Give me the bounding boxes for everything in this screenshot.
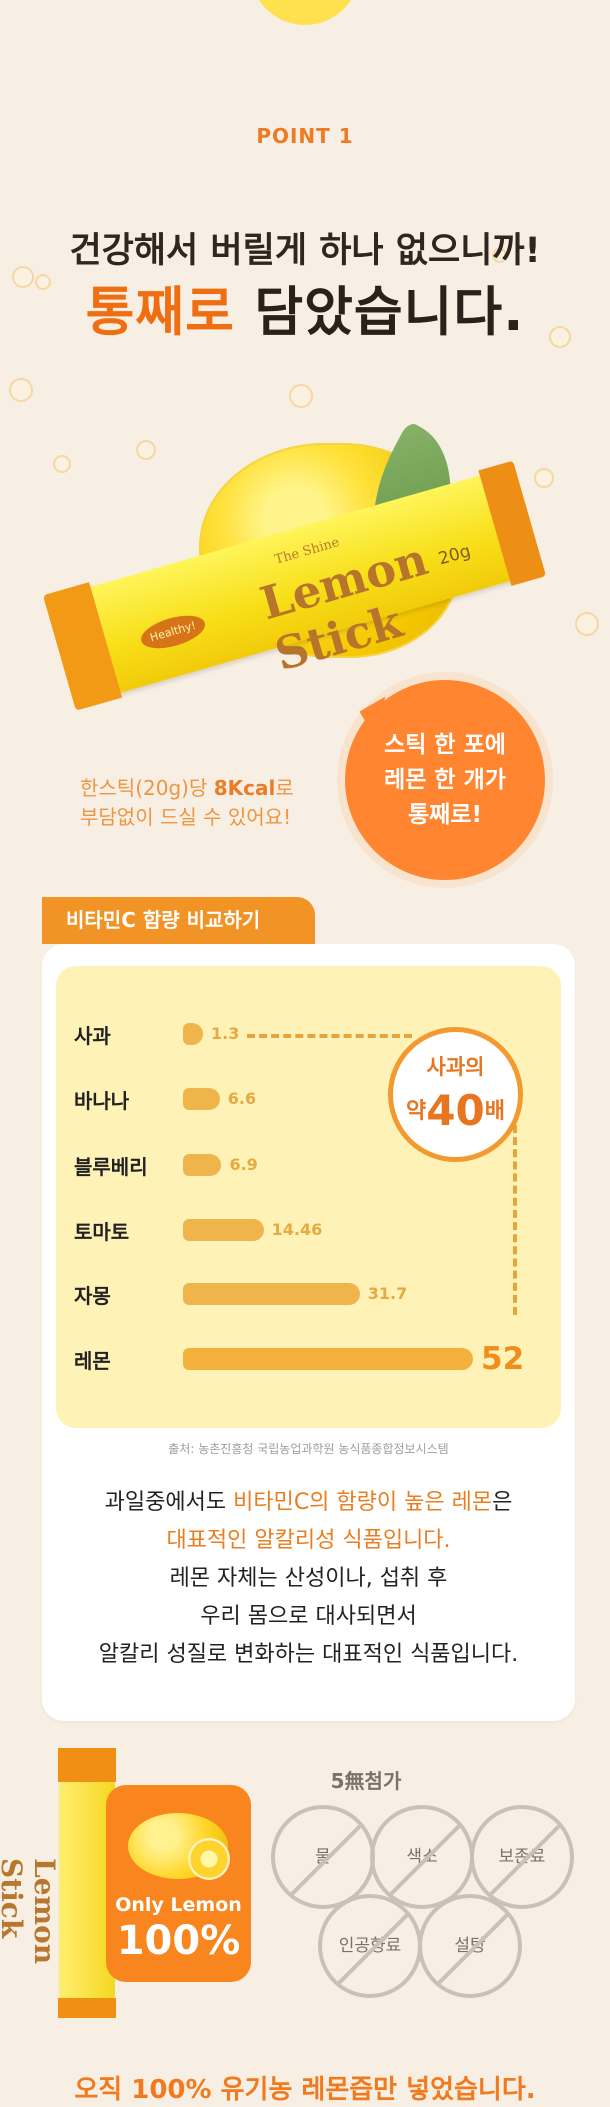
- vitamin-description: 과일중에서도 비타민C의 함량이 높은 레몬은 대표적인 알칼리성 식품입니다.…: [42, 1484, 575, 1674]
- description-after: 은: [492, 1490, 513, 1515]
- bubble-decoration: [136, 440, 156, 460]
- comparison-dashed-line-vertical: [513, 1125, 517, 1315]
- headline-line-two: 통째로 담았습니다.: [0, 270, 610, 346]
- vitamin-bar-value: 6.9: [229, 1155, 258, 1174]
- vitamin-bar: [183, 1348, 473, 1370]
- chart-category-label: 바나나: [74, 1089, 130, 1113]
- top-decoration: [250, 0, 360, 25]
- chart-category-label: 토마토: [74, 1220, 130, 1244]
- only-lemon-line-one: Only Lemon: [115, 1894, 242, 1916]
- calorie-suffix: 로: [275, 776, 294, 800]
- headline-line-one: 건강해서 버릴게 하나 없으니까!: [69, 231, 541, 271]
- small-lemon-stick-image: Lemon Stick: [0, 1748, 116, 2018]
- chart-category-label: 사과: [74, 1024, 111, 1048]
- chart-source: 출처: 농촌진흥청 국립농업과학원 농식품종합정보시스템: [168, 1442, 449, 1456]
- description-line: 레몬 자체는 산성이나, 섭취 후: [169, 1566, 448, 1591]
- vitamin-bar: [183, 1023, 203, 1045]
- badge-suffix: 배: [484, 1099, 505, 1124]
- additive-free-icon: 설탕: [418, 1894, 522, 1998]
- description-line: 알칼리 성질로 변화하는 대표적인 식품입니다.: [98, 1642, 519, 1667]
- badge-top-text: 사과의: [426, 1055, 485, 1079]
- vitamin-bar-value: 6.6: [227, 1089, 257, 1108]
- bubble-decoration: [9, 378, 33, 402]
- lemon-slice-icon: [188, 1838, 230, 1880]
- additive-free-title: 5無첨가: [330, 1769, 402, 1793]
- speech-line-3: 통째로!: [408, 801, 482, 828]
- chart-category-label: 자몽: [74, 1284, 111, 1308]
- bubble-decoration: [53, 455, 71, 473]
- description-plain: 과일중에서도: [104, 1490, 234, 1515]
- calorie-line-two: 부담없이 드실 수 있어요!: [80, 805, 292, 829]
- speech-line-1: 스틱 한 포에: [384, 731, 506, 758]
- vitamin-bar: [183, 1283, 360, 1305]
- badge-value: 40: [426, 1086, 485, 1135]
- speech-line-2: 레몬 한 개가: [384, 766, 506, 793]
- headline-rest: 담았습니다.: [234, 282, 525, 343]
- description-line: 우리 몸으로 대사되면서: [200, 1604, 417, 1629]
- vitamin-bar: [183, 1088, 220, 1110]
- only-lemon-line-two: 100%: [116, 1918, 241, 1964]
- description-accent: 비타민C의 함량이 높은 레몬: [233, 1490, 493, 1515]
- chart-category-label: 블루베리: [74, 1155, 148, 1179]
- additive-free-icon: 보존료: [470, 1805, 574, 1909]
- badge-main-text: 약40배: [393, 1089, 518, 1134]
- chart-category-label: 레몬: [74, 1349, 111, 1373]
- additive-free-icon: 물: [271, 1805, 375, 1909]
- speech-bubble: 스틱 한 포에 레몬 한 개가 통째로!: [345, 680, 545, 880]
- description-line: 과일중에서도 비타민C의 함량이 높은 레몬은: [42, 1484, 575, 1522]
- vitamin-bar: [183, 1154, 222, 1176]
- headline-accent: 통째로: [85, 282, 235, 343]
- point-label: POINT 1: [256, 124, 354, 148]
- bubble-decoration: [12, 266, 34, 288]
- vitamin-bar-value: 1.3: [211, 1024, 240, 1043]
- comparison-tab-label: 비타민C 함량 비교하기: [42, 897, 315, 944]
- badge-prefix: 약: [406, 1099, 427, 1124]
- comparison-dashed-line: [247, 1034, 412, 1038]
- closing-message: 오직 100% 유기농 레몬즙만 넣었습니다.: [74, 2075, 536, 2105]
- vitamin-bar-value: 52: [481, 1341, 525, 1377]
- small-stick-brand: Lemon Stick: [0, 1858, 61, 1965]
- bubble-decoration: [549, 326, 571, 348]
- description-line: 대표적인 알칼리성 식품입니다.: [166, 1528, 451, 1553]
- only-lemon-text: Only Lemon 100%: [106, 1893, 251, 1965]
- calorie-prefix: 한스틱(20g)당: [80, 776, 214, 800]
- vitamin-bar: [183, 1219, 264, 1241]
- calorie-value: 8Kcal: [213, 776, 276, 800]
- calorie-note: 한스틱(20g)당 8Kcal로 부담없이 드실 수 있어요!: [80, 774, 310, 832]
- vitamin-bar-value: 14.46: [271, 1220, 323, 1239]
- bubble-decoration: [575, 612, 599, 636]
- additive-free-icon: 인공향료: [318, 1894, 422, 1998]
- apple-comparison-badge: 사과의 약40배: [388, 1027, 523, 1162]
- vitamin-bar-value: 31.7: [367, 1284, 408, 1303]
- bubble-decoration: [289, 384, 313, 408]
- bubble-decoration: [35, 274, 51, 290]
- only-lemon-card: Only Lemon 100%: [106, 1785, 251, 1982]
- additive-free-icon: 색소: [370, 1805, 474, 1909]
- bubble-decoration: [492, 248, 507, 263]
- bubble-decoration: [534, 468, 554, 488]
